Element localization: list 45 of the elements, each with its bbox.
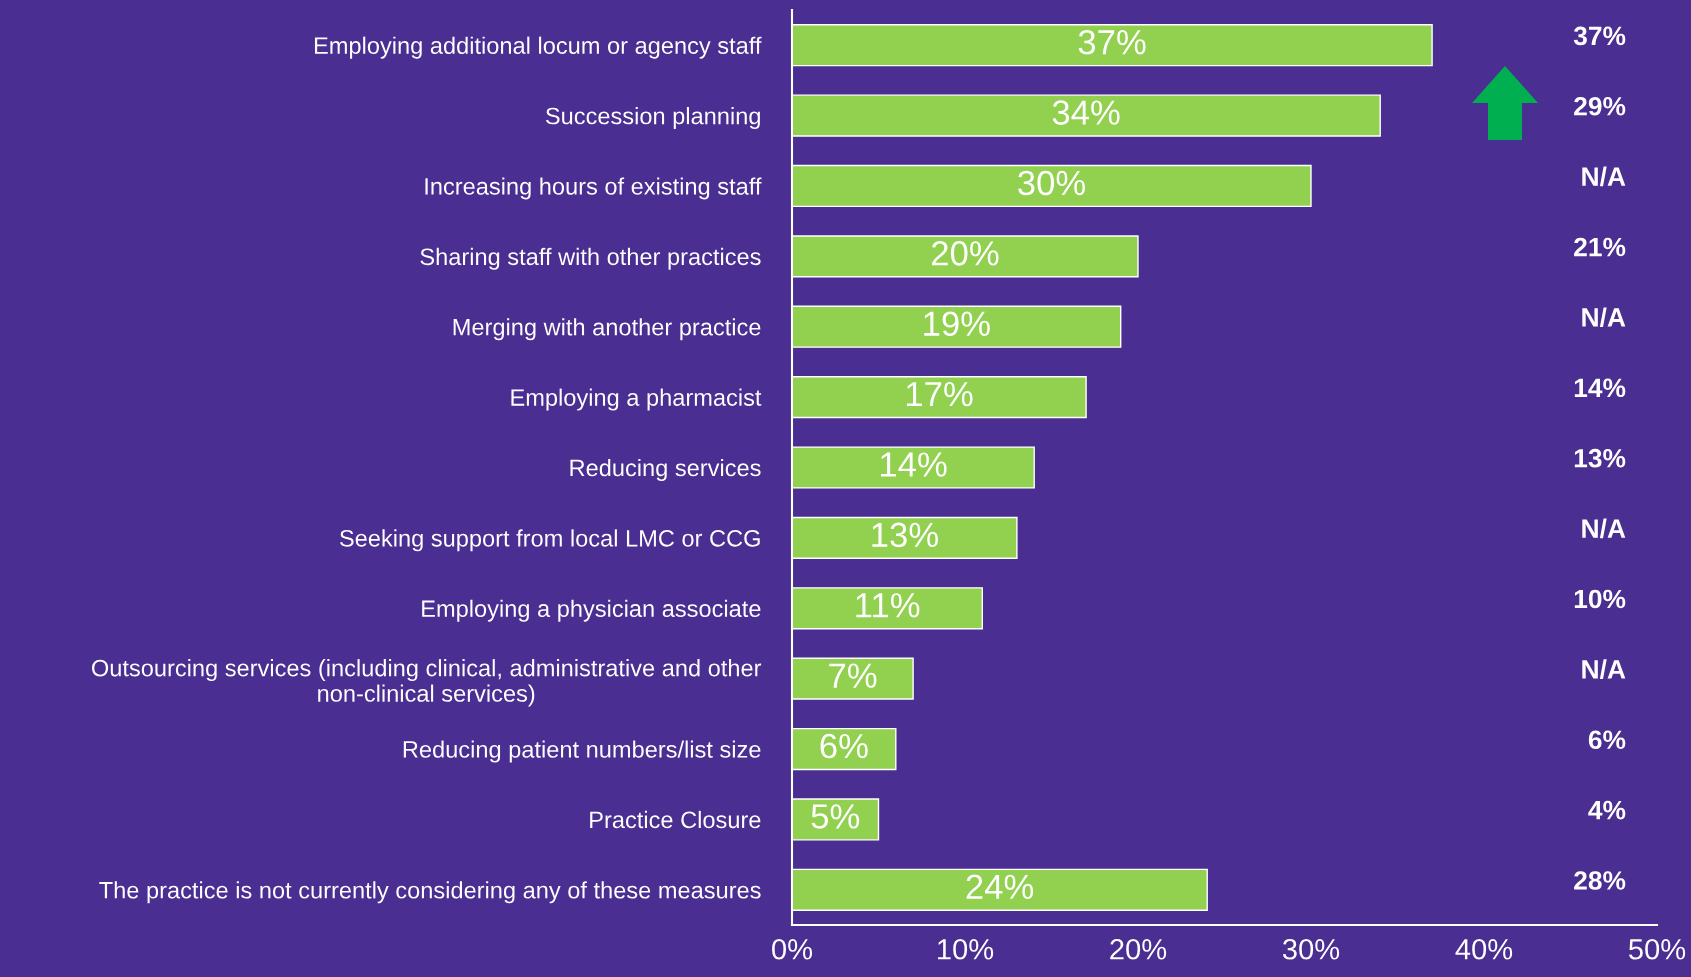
annotation: N/A	[1582, 307, 1626, 328]
data-label: 6%	[820, 733, 868, 759]
annotation: 29%	[1574, 96, 1626, 116]
y-tick-label: Sharing staff with other practices	[420, 247, 761, 270]
x-tick-label: 50%	[1628, 938, 1686, 960]
data-label: 14%	[881, 452, 947, 477]
y-tick-label: Reducing patient numbers/list size	[403, 740, 761, 763]
y-tick-label: Increasing hours of existing staff	[425, 177, 762, 200]
annotation: 6%	[1588, 730, 1626, 750]
data-label: 20%	[932, 241, 999, 266]
annotation: 14%	[1574, 378, 1626, 398]
annotation: N/A	[1582, 166, 1626, 187]
x-tick-label: 10%	[938, 938, 994, 960]
data-label: 13%	[872, 522, 938, 548]
data-label: 24%	[966, 874, 1034, 899]
data-label: 5%	[811, 804, 860, 829]
data-label: 30%	[1018, 170, 1086, 196]
data-label: 19%	[924, 311, 990, 337]
annotation: 28%	[1574, 871, 1626, 890]
y-tick-label: Succession planning	[545, 107, 760, 130]
x-tick-label: 40%	[1455, 938, 1513, 960]
annotation: 10%	[1574, 589, 1626, 609]
y-tick-label: Outsourcing services (including clinical, administrative and other non-clinical services)	[92, 659, 762, 707]
data-label: 11%	[856, 593, 920, 618]
data-label: 17%	[906, 382, 973, 407]
x-tick-label: 30%	[1282, 938, 1340, 960]
y-tick-label: Employing a pharmacist	[511, 388, 762, 411]
annotation: 13%	[1574, 448, 1626, 468]
y-tick-label: Employing a physician associate	[422, 599, 761, 622]
annotation: N/A	[1582, 659, 1626, 679]
y-tick-label: Practice Closure	[590, 810, 761, 829]
y-tick-label: Seeking support from local LMC or CCG	[340, 529, 760, 552]
annotation: 37%	[1573, 26, 1626, 46]
annotation: N/A	[1582, 518, 1626, 539]
annotation: 21%	[1574, 237, 1626, 257]
y-tick-label: Merging with another practice	[453, 318, 761, 341]
data-label: 34%	[1052, 100, 1120, 125]
y-tick-label: Reducing services	[570, 458, 761, 481]
y-tick-label: Employing additional locum or agency staff	[314, 36, 762, 59]
y-tick-label: The practice is not currently considering any of these measures	[99, 881, 761, 904]
data-label: 37%	[1078, 29, 1146, 55]
data-label: 7%	[829, 663, 877, 688]
x-tick-label: 0%	[772, 938, 813, 960]
annotation: 4%	[1588, 800, 1626, 820]
x-tick-label: 20%	[1110, 938, 1167, 960]
